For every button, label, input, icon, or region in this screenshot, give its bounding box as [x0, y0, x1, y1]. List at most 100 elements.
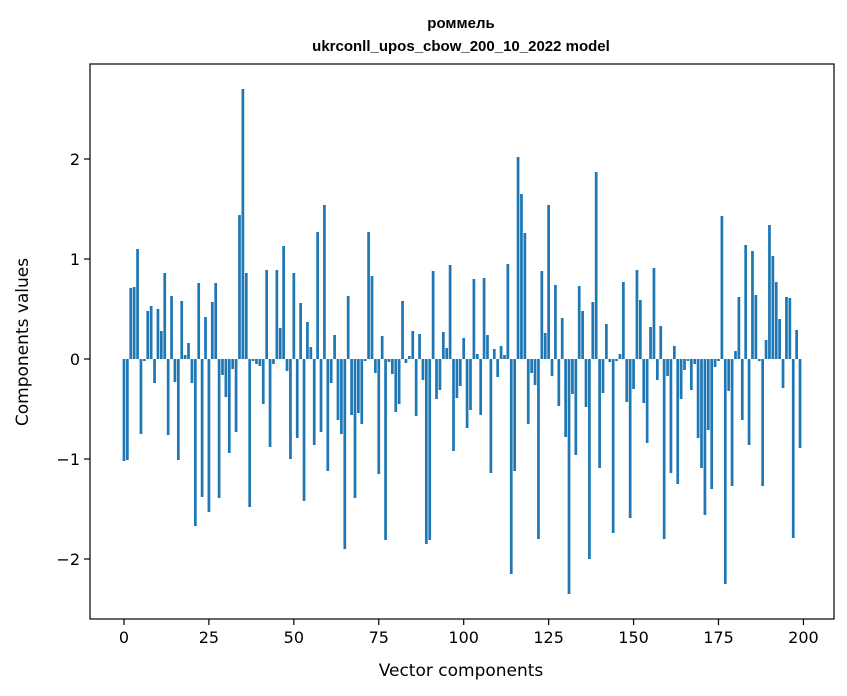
bar: [166, 359, 170, 435]
chart-subtitle: ukrconll_upos_cbow_200_10_2022 model: [312, 38, 610, 55]
bar: [238, 215, 241, 359]
bar: [795, 330, 798, 359]
y-tick-label: −1: [56, 450, 80, 469]
bar: [537, 359, 540, 539]
bar: [771, 256, 775, 359]
bar: [588, 359, 591, 559]
bar: [584, 359, 588, 407]
bar: [268, 359, 272, 447]
bar: [200, 359, 204, 497]
bar: [713, 359, 717, 367]
bar: [163, 273, 167, 359]
bar: [761, 359, 765, 486]
y-tick-label: 2: [70, 150, 80, 169]
bar: [754, 295, 758, 359]
bar: [407, 356, 411, 359]
bar: [312, 359, 316, 445]
bar: [197, 283, 201, 359]
bar: [143, 359, 146, 361]
bar: [693, 359, 697, 364]
bar: [509, 359, 513, 574]
bar: [723, 359, 727, 584]
bar: [659, 326, 663, 359]
bar: [350, 359, 353, 415]
bar: [214, 283, 218, 359]
bar: [261, 359, 265, 404]
bar: [635, 270, 639, 359]
y-tick-label: −2: [56, 550, 80, 569]
bar: [187, 343, 190, 359]
bar: [132, 287, 136, 359]
bar: [567, 359, 571, 594]
bar: [618, 354, 622, 359]
bar: [394, 359, 398, 412]
bar: [649, 327, 652, 359]
bar: [411, 331, 415, 359]
bar: [560, 318, 564, 359]
bar: [275, 270, 279, 359]
bar: [622, 282, 625, 359]
bar: [323, 205, 326, 359]
bar: [170, 296, 173, 359]
bar: [438, 359, 442, 390]
bar: [625, 359, 629, 402]
bar: [431, 271, 435, 359]
bar: [448, 265, 452, 359]
bar: [421, 359, 425, 380]
bar: [655, 359, 659, 380]
bar: [486, 335, 489, 359]
bar: [424, 359, 428, 544]
bar: [387, 359, 391, 362]
x-tick-label: 125: [533, 628, 564, 647]
bar: [445, 348, 449, 359]
bar: [672, 346, 676, 359]
bar: [717, 359, 720, 361]
bar: [272, 359, 275, 364]
bar: [591, 302, 595, 359]
bar: [598, 359, 601, 468]
bar: [764, 340, 768, 359]
bar: [611, 359, 615, 533]
bar: [632, 359, 635, 389]
bar: [489, 359, 493, 473]
bar: [798, 359, 802, 448]
bar: [751, 251, 754, 359]
bar: [404, 359, 408, 363]
bar: [506, 264, 510, 359]
bar: [329, 359, 333, 383]
y-ticks: −2 −1 0 1 2: [56, 150, 90, 569]
bar: [727, 359, 731, 391]
bar: [241, 89, 245, 359]
chart-title: роммель: [427, 15, 494, 32]
bar: [543, 333, 547, 359]
bar: [278, 328, 282, 359]
bar: [513, 359, 517, 471]
bar: [465, 359, 469, 428]
bar: [289, 359, 292, 459]
bar: [153, 359, 156, 383]
bar: [309, 347, 313, 359]
bar: [248, 359, 252, 507]
bar: [336, 359, 340, 420]
bar: [686, 359, 690, 361]
bar: [669, 359, 673, 473]
bar: [183, 355, 187, 359]
bar: [391, 359, 394, 374]
bar: [516, 157, 520, 359]
bar: [526, 359, 530, 424]
bar: [469, 359, 472, 410]
bar: [594, 172, 598, 359]
bar: [193, 359, 197, 526]
plot-frame: [89, 63, 835, 620]
bar: [747, 359, 751, 445]
bar: [441, 332, 445, 359]
bar: [530, 359, 533, 373]
bar: [384, 359, 387, 540]
x-tick-label: 0: [119, 628, 129, 647]
bar: [129, 288, 133, 359]
bar: [479, 359, 483, 415]
bar: [180, 301, 184, 359]
bar: [302, 359, 306, 501]
x-axis-label: Vector components: [379, 661, 544, 681]
